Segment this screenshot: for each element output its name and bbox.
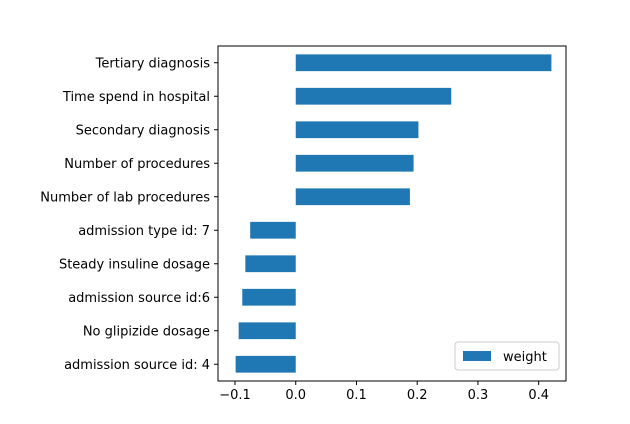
- legend-box: [454, 341, 560, 371]
- y-tick-label: Time spend in hospital: [62, 90, 210, 105]
- bar: [295, 54, 552, 72]
- x-tick-label: 0.0: [285, 388, 306, 403]
- x-tick-label: −0.1: [219, 388, 251, 403]
- y-tick-label: admission source id: 4: [64, 358, 210, 373]
- y-tick-label: Number of procedures: [64, 157, 210, 172]
- bar: [235, 355, 296, 373]
- bar: [242, 288, 296, 306]
- y-tick-label: Tertiary diagnosis: [95, 56, 211, 71]
- bar: [250, 221, 296, 239]
- legend-label: weight: [503, 350, 547, 365]
- x-tick-label: 0.4: [528, 388, 549, 403]
- y-tick-label: Steady insuline dosage: [59, 257, 210, 272]
- y-tick-label: admission source id:6: [68, 291, 210, 306]
- bar: [295, 154, 414, 172]
- bar: [238, 322, 296, 340]
- y-tick-label: No glipizide dosage: [83, 324, 210, 339]
- x-tick-label: 0.2: [407, 388, 428, 403]
- bar: [295, 121, 419, 139]
- x-tick-label: 0.3: [468, 388, 489, 403]
- bar: [295, 87, 452, 105]
- y-tick-label: Secondary diagnosis: [76, 123, 211, 138]
- axes-frame: [217, 45, 567, 382]
- x-tick-label: 0.1: [346, 388, 367, 403]
- y-tick-label: admission type id: 7: [78, 224, 210, 239]
- legend-swatch: [463, 351, 491, 361]
- bar: [295, 188, 410, 206]
- bar: [245, 255, 296, 273]
- y-tick-label: Number of lab procedures: [40, 190, 210, 205]
